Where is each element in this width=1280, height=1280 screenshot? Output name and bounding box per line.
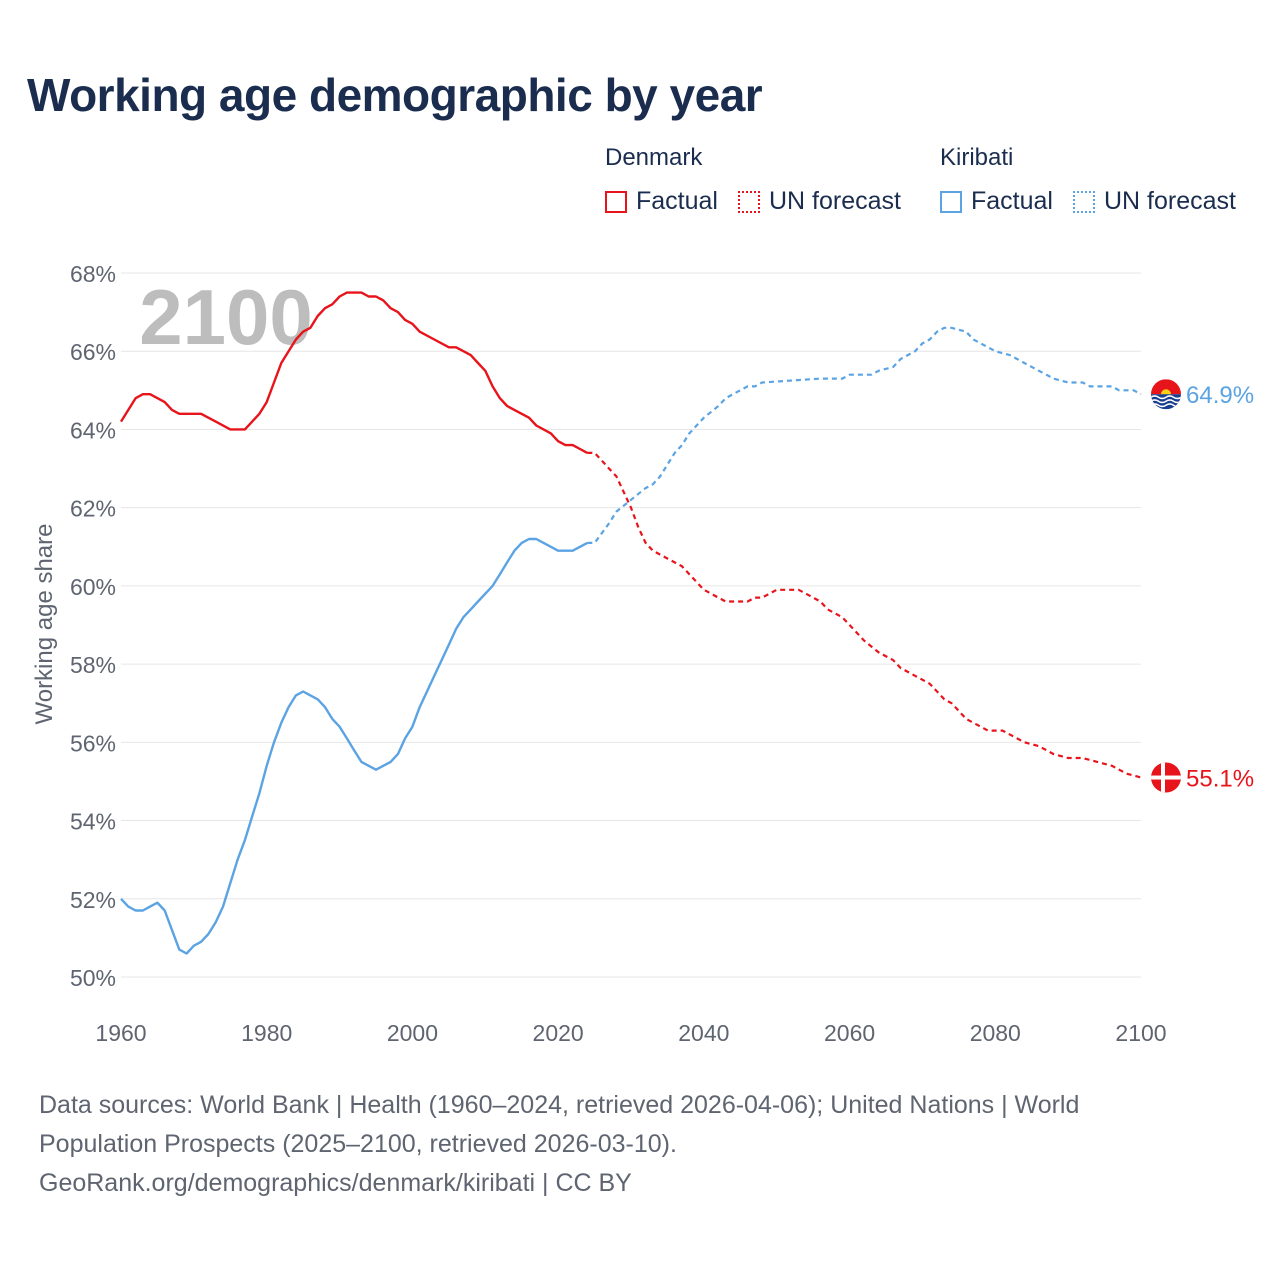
kiribati-factual-line[interactable] [120, 537, 588, 955]
marker-layer: 55.1% 64.9% [1151, 379, 1254, 793]
x-tick-label: 2020 [533, 1020, 584, 1046]
series-layer [119, 291, 1142, 955]
x-tick-label: 2080 [970, 1020, 1021, 1046]
legend-group-kiribati: Kiribati [940, 144, 1014, 171]
y-tick-label: 66% [70, 339, 116, 365]
denmark-forecast-line[interactable] [587, 451, 1142, 779]
y-tick-label: 68% [70, 261, 116, 287]
legend-swatch-solid [605, 190, 627, 213]
kiribati-flag-icon [1151, 379, 1181, 410]
y-tick-label: 62% [70, 496, 116, 522]
denmark-factual-line[interactable] [119, 291, 588, 454]
kiribati-end-value-label: 64.9% [1186, 382, 1254, 409]
y-tick-label: 54% [70, 809, 116, 835]
footer-sources-line1: Data sources: World Bank | Health (1960–… [39, 1091, 1080, 1119]
legend-label: Factual [636, 187, 718, 215]
denmark-end-value-label: 55.1% [1186, 766, 1254, 793]
legend-group-denmark: Denmark [605, 144, 703, 171]
chart-title: Working age demographic by year [27, 69, 763, 121]
y-tick-label: 60% [70, 574, 116, 600]
legend-kiribati-forecast[interactable]: UN forecast [1073, 187, 1236, 216]
year-watermark: 2100 [139, 273, 313, 361]
grid-layer: 50% 52% 54% 56% 58% 60% 62% 64% 66% 68% 1960 1980 20… [70, 261, 1167, 1046]
denmark-flag-icon [1151, 762, 1181, 793]
legend-denmark-forecast[interactable]: UN forecast [738, 187, 901, 216]
x-tick-label: 2040 [678, 1020, 729, 1046]
y-axis-label: Working age share [31, 524, 58, 725]
footer-url[interactable]: GeoRank.org/demographics/denmark/kiribat… [39, 1169, 632, 1197]
footer-sources-line2: Population Prospects (2025–2100, retriev… [39, 1130, 677, 1158]
x-tick-label: 2100 [1115, 1020, 1166, 1046]
x-tick-label: 1980 [241, 1020, 292, 1046]
x-tick-label: 1960 [95, 1020, 146, 1046]
x-tick-label: 2060 [824, 1020, 875, 1046]
x-tick-label: 2000 [387, 1020, 438, 1046]
y-tick-label: 64% [70, 417, 116, 443]
legend-label: UN forecast [769, 187, 901, 215]
y-tick-label: 52% [70, 887, 116, 913]
y-tick-label: 56% [70, 730, 116, 756]
legend-label: UN forecast [1104, 187, 1236, 215]
kiribati-forecast-line[interactable] [587, 326, 1142, 544]
y-tick-label: 58% [70, 652, 116, 678]
y-tick-label: 50% [70, 965, 116, 991]
legend-swatch-dotted [1073, 190, 1095, 213]
legend-swatch-solid [940, 190, 962, 213]
footer: Data sources: World Bank | Health (1960–… [39, 1086, 1239, 1203]
legend-kiribati-factual[interactable]: Factual [940, 187, 1053, 216]
legend-label: Factual [971, 187, 1053, 215]
legend-swatch-dotted [738, 190, 760, 213]
legend-denmark-factual[interactable]: Factual [605, 187, 718, 216]
